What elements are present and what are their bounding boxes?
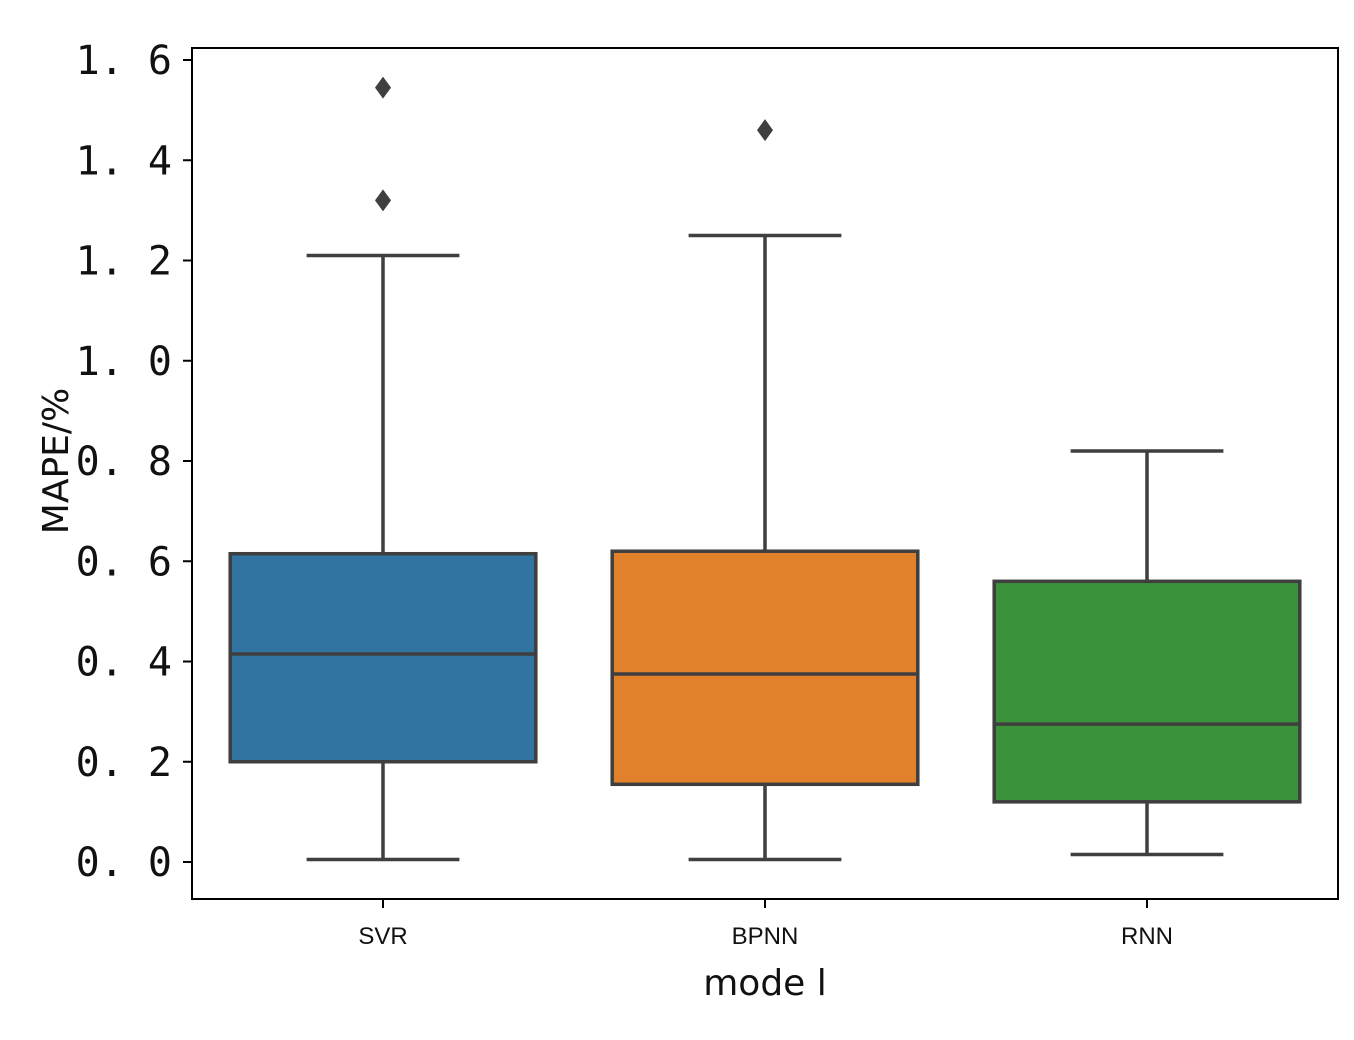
axes-layer: 0. 0 0. 2 0. 4 0. 6 0. 8 1. 0 1. 2 1. 4 1. 6 SVR B… — [76, 38, 1339, 950]
iqr-box — [228, 551, 538, 764]
x-tick-label-svr: SVR — [358, 923, 407, 950]
boxes-layer — [228, 76, 1302, 862]
box-rnn — [992, 449, 1302, 857]
y-tick-label: 1. 4 — [76, 138, 172, 184]
outlier-point — [757, 119, 773, 142]
y-tick-label: 1. 6 — [76, 38, 172, 84]
iqr-box — [992, 579, 1302, 804]
y-tick-label: 0. 8 — [76, 439, 172, 485]
y-tick-label: 0. 2 — [76, 740, 172, 786]
y-tick-label: 0. 4 — [76, 640, 172, 686]
y-axis-title: MAPE/% — [36, 388, 77, 534]
box-bpnn — [610, 119, 920, 862]
outlier-point — [375, 76, 391, 99]
y-tick-label: 1. 0 — [76, 339, 172, 385]
x-axis-title: mode l — [703, 963, 827, 1004]
outlier-point — [375, 189, 391, 212]
box-svr — [228, 76, 538, 862]
iqr-box — [610, 549, 920, 787]
y-tick-label: 1. 2 — [76, 239, 172, 285]
y-tick-label: 0. 0 — [76, 840, 172, 886]
x-tick-label-rnn: RNN — [1121, 923, 1173, 950]
y-tick-label: 0. 6 — [76, 539, 172, 585]
x-tick-label-bpnn: BPNN — [732, 923, 799, 950]
